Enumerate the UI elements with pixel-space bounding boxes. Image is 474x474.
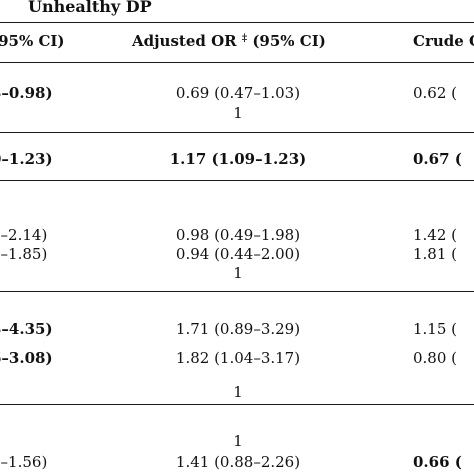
row-3-left: 0–1.23) (0, 150, 53, 168)
divider-4 (0, 404, 474, 405)
header-adjusted-mark: ‡ (241, 33, 248, 44)
header-crude-or: Crude O (413, 32, 474, 50)
divider-2 (0, 180, 474, 181)
row-11-adjusted: 1.41 (0.88–2.26) (175, 453, 301, 471)
row-5-adjusted: 0.94 (0.44–2.00) (175, 245, 301, 263)
header-bottom-rule (0, 62, 474, 63)
row-10-adjusted: 1 (233, 432, 243, 450)
divider-1 (0, 132, 474, 133)
row-5-left: 7–1.85) (0, 245, 48, 263)
row-11-left: 9–1.56) (0, 453, 48, 471)
row-6-adjusted: 1 (233, 264, 243, 282)
row-3-adjusted: 1.17 (1.09–1.23) (169, 150, 307, 168)
row-1-adjusted: 0.69 (0.47–1.03) (175, 84, 301, 102)
header-adjusted-label: Adjusted OR (132, 32, 237, 50)
row-1-crude: 0.62 ( (413, 84, 458, 102)
row-7-crude: 1.15 ( (413, 320, 458, 338)
header-left-ci: (95% CI) (0, 32, 65, 50)
row-11-crude: 0.66 ( (413, 453, 462, 471)
row-5-crude: 1.81 ( (413, 245, 458, 263)
header-adjusted-or: Adjusted OR ‡ (95% CI) (132, 32, 326, 50)
row-8-adjusted: 1.82 (1.04–3.17) (175, 349, 301, 367)
row-8-left: 6–3.08) (0, 349, 53, 367)
header-adjusted-ci: (95% CI) (252, 32, 326, 50)
row-7-left: 3–4.35) (0, 320, 53, 338)
row-4-adjusted: 0.98 (0.49–1.98) (175, 226, 301, 244)
row-4-left: 9–2.14) (0, 226, 48, 244)
row-3-crude: 0.67 ( (413, 150, 462, 168)
row-7-adjusted: 1.71 (0.89–3.29) (175, 320, 301, 338)
divider-3 (0, 291, 474, 292)
row-1-left: 3–0.98) (0, 84, 53, 102)
row-4-crude: 1.42 ( (413, 226, 458, 244)
row-2-adjusted: 1 (233, 104, 243, 122)
row-9-adjusted: 1 (233, 383, 243, 401)
header-top-rule (0, 22, 474, 23)
row-8-crude: 0.80 ( (413, 349, 458, 367)
group-label: Unhealthy DP (28, 0, 152, 16)
